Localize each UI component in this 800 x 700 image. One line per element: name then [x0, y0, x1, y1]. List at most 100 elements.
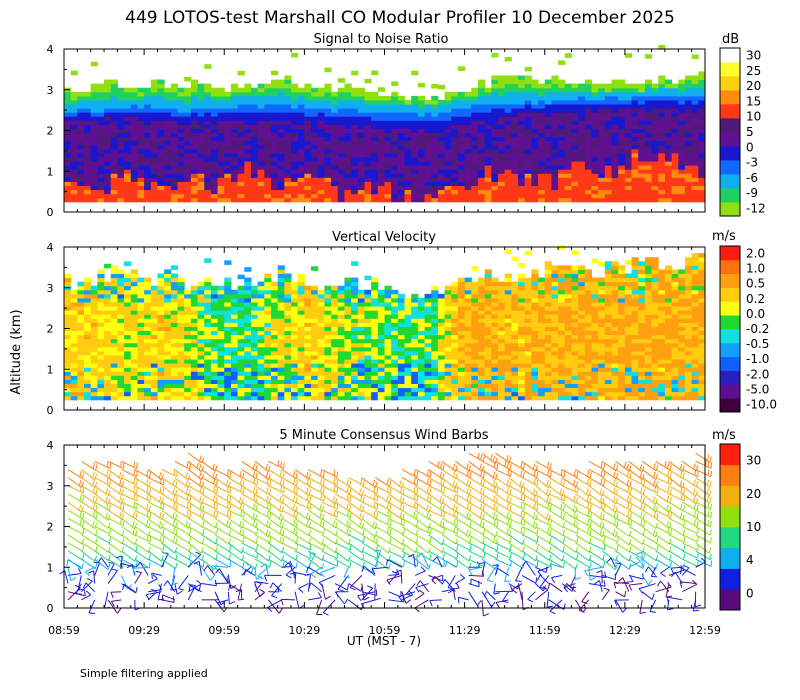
snr-cell — [177, 140, 185, 146]
velocity-cell — [351, 302, 359, 307]
velocity-cell — [437, 314, 446, 319]
snr-cell — [217, 99, 225, 105]
snr-cell — [524, 108, 532, 113]
velocity-cell — [284, 342, 292, 348]
snr-cell — [84, 112, 92, 117]
snr-cell — [504, 161, 512, 166]
snr-cell — [257, 169, 265, 174]
snr-cell — [64, 116, 72, 121]
snr-cell — [337, 193, 345, 199]
velocity-cell — [351, 391, 359, 397]
velocity-cell — [531, 330, 539, 336]
snr-cell — [364, 161, 372, 166]
velocity-cell — [210, 334, 219, 340]
snr-cell — [184, 99, 192, 105]
velocity-cell — [491, 367, 499, 372]
velocity-cell — [170, 383, 179, 389]
velocity-cell — [264, 375, 272, 380]
snr-cell — [177, 120, 185, 125]
snr-cell — [264, 161, 272, 166]
snr-cell — [250, 177, 259, 182]
velocity-cell — [437, 375, 446, 380]
snr-cell — [84, 152, 92, 158]
velocity-cell — [404, 379, 412, 385]
velocity-cell — [451, 342, 459, 348]
snr-cell — [304, 189, 312, 195]
snr-cell — [117, 193, 125, 199]
snr-cell — [210, 193, 219, 199]
snr-cell — [511, 79, 519, 85]
velocity-cell — [457, 306, 466, 311]
snr-cell — [157, 95, 165, 101]
snr-cell — [277, 99, 285, 105]
snr-cell — [90, 95, 98, 101]
snr-cell — [471, 95, 479, 101]
snr-cell — [531, 104, 539, 109]
velocity-cell — [130, 338, 138, 344]
snr-cell — [638, 140, 646, 146]
velocity-cell — [217, 379, 225, 385]
snr-cell — [504, 99, 512, 105]
velocity-cell — [524, 371, 532, 376]
velocity-cell — [424, 302, 432, 307]
snr-cell — [678, 120, 686, 125]
velocity-cell — [270, 318, 279, 323]
snr-cell — [144, 95, 152, 101]
velocity-cell — [104, 371, 112, 376]
snr-cell — [210, 120, 219, 125]
snr-cell — [337, 152, 345, 158]
snr-cell — [551, 116, 559, 121]
velocity-cell — [464, 367, 472, 372]
snr-cell — [598, 177, 606, 182]
velocity-cell — [324, 346, 332, 352]
snr-cell — [671, 104, 679, 109]
velocity-cell — [210, 310, 219, 315]
velocity-cell — [411, 346, 419, 352]
velocity-cell — [64, 354, 72, 360]
snr-cell — [437, 128, 446, 134]
velocity-cell — [104, 263, 112, 269]
snr-cell — [504, 91, 512, 97]
velocity-cell — [190, 387, 199, 393]
velocity-cell — [137, 293, 145, 299]
snr-cell — [284, 87, 292, 93]
velocity-cell — [177, 297, 185, 303]
snr-cell — [477, 99, 486, 105]
velocity-cell — [431, 330, 439, 336]
snr-cell — [317, 189, 325, 195]
snr-cell — [291, 148, 299, 154]
snr-cell — [84, 181, 92, 187]
snr-cell — [344, 148, 352, 154]
velocity-cell — [164, 391, 172, 397]
velocity-cell — [184, 293, 192, 299]
snr-cell — [110, 104, 118, 109]
velocity-cell — [364, 302, 372, 307]
snr-cell — [411, 112, 419, 117]
velocity-cell — [304, 391, 312, 397]
velocity-cell — [471, 359, 479, 364]
velocity-cell — [364, 346, 372, 352]
velocity-cell — [284, 289, 292, 295]
velocity-cell — [344, 350, 352, 356]
snr-cell — [144, 156, 152, 162]
velocity-cell — [197, 297, 205, 303]
velocity-cell — [197, 318, 205, 323]
velocity-cell — [417, 334, 426, 340]
velocity-cell — [204, 281, 212, 287]
snr-x-ticks — [63, 49, 706, 212]
velocity-cell — [257, 326, 265, 332]
snr-cell — [210, 165, 219, 170]
velocity-cell — [357, 346, 365, 352]
velocity-cell — [137, 395, 145, 401]
velocity-cell — [224, 338, 232, 344]
snr-cell — [571, 197, 579, 203]
snr-cell — [364, 169, 372, 174]
velocity-cell — [77, 346, 85, 352]
snr-cell — [391, 152, 399, 158]
velocity-cell — [377, 350, 385, 356]
velocity-cell — [304, 326, 312, 332]
snr-cell — [631, 185, 639, 191]
snr-cell — [117, 104, 125, 109]
velocity-cell — [270, 363, 279, 368]
snr-cell — [224, 189, 232, 195]
